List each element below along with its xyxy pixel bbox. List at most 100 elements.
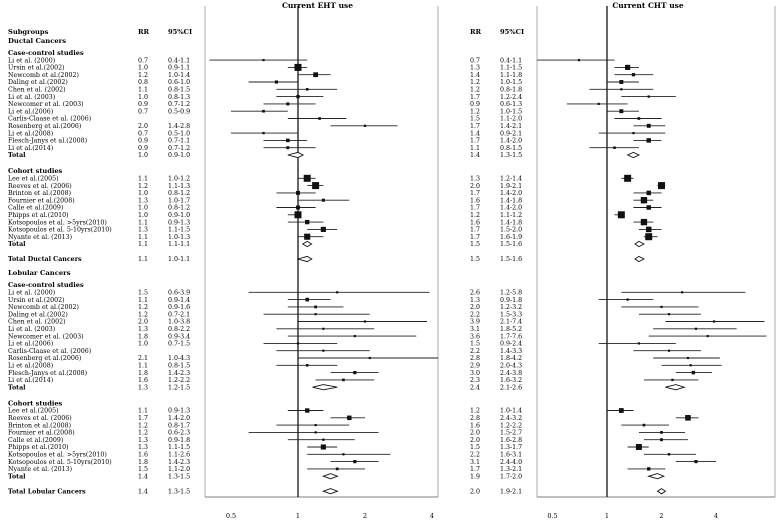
- study-label: Nyante et al. (2013): [8, 466, 72, 473]
- rr-value: 1.3: [470, 65, 480, 72]
- rr-value: 1.1: [138, 87, 148, 94]
- point-estimate-marker: [296, 94, 300, 99]
- study-label: Total: [8, 473, 26, 480]
- ci-value: 1.0-1.7: [168, 197, 190, 204]
- ci-value: 1.6-3.1: [500, 452, 522, 459]
- x-tick-label: 4: [430, 512, 434, 520]
- study-label: Li et al.(2014): [8, 145, 53, 152]
- ci-value: 1.2-2.4: [500, 94, 522, 101]
- ci-value: 1.9-2.1: [500, 488, 522, 495]
- study-label: Carlis-Claase et al. (2006): [8, 116, 91, 123]
- rr-value: 1.4: [470, 72, 480, 79]
- ci-value: 0.5-1.0: [168, 130, 190, 137]
- ci-value: 1.2-3.2: [500, 304, 522, 311]
- x-tick-label: 1: [296, 512, 300, 520]
- rr-value: 2.8: [470, 415, 480, 422]
- point-estimate-marker: [660, 431, 663, 434]
- x-tick-label: 2: [363, 512, 367, 520]
- ci-value: 0.8-1.7: [168, 422, 190, 429]
- ci-value: 0.9-2.4: [500, 341, 522, 348]
- rr-value: 3.0: [470, 370, 480, 377]
- ci-value: 2.1-7.4: [500, 319, 522, 326]
- point-estimate-marker: [296, 205, 300, 210]
- ci-value: 1.1-1.2: [500, 212, 522, 219]
- rr-value: 1.7: [470, 190, 480, 197]
- point-estimate-marker: [305, 297, 310, 302]
- ci-value: 1.1-1.3: [168, 183, 190, 190]
- rr-value: 2.0: [138, 123, 148, 130]
- rr-value: 1.5: [470, 116, 480, 123]
- rr-value: 0.8: [138, 79, 148, 86]
- rr-value: 1.7: [470, 205, 480, 212]
- study-label: Newcomb et al.(2002): [8, 304, 79, 311]
- pooled-estimate-diamond: [656, 488, 667, 495]
- point-estimate-marker: [642, 423, 646, 427]
- point-estimate-marker: [353, 335, 356, 338]
- ci-value: 1.6-3.2: [500, 377, 522, 384]
- rr-value: 0.9: [138, 138, 148, 145]
- rr-value: 1.4: [470, 152, 480, 159]
- ci-value: 1.4-3.3: [500, 348, 522, 355]
- point-estimate-marker: [296, 190, 300, 195]
- ci-value: 1.8-4.2: [500, 355, 522, 362]
- rr-value: 1.0: [138, 341, 148, 348]
- panel-title: Current EHT use: [282, 1, 353, 10]
- rr-value: 1.7: [470, 466, 480, 473]
- rr-value: 1.7: [470, 123, 480, 130]
- study-label: Li et al.(2008): [8, 130, 53, 137]
- panel-title: Current CHT use: [612, 1, 684, 10]
- rr-value: 1.3: [470, 176, 480, 183]
- study-label: Total: [8, 384, 26, 391]
- rr-value: 2.2: [470, 348, 480, 355]
- point-estimate-marker: [689, 364, 692, 367]
- rr-value: 2.6: [470, 290, 480, 297]
- study-label: Flesch-Janys et al.(2008): [8, 370, 87, 377]
- ci-value: 1.7-7.6: [500, 333, 522, 340]
- point-estimate-marker: [314, 305, 318, 309]
- study-label: Total Ductal Cancers: [8, 256, 82, 263]
- rr-value: 2.0: [138, 319, 148, 326]
- point-estimate-marker: [305, 88, 309, 91]
- ci-value: 1.2-2.2: [500, 422, 522, 429]
- ci-value: 0.6-1.0: [168, 79, 190, 86]
- rr-value: 1.0: [138, 94, 148, 101]
- study-label: Total Lobular Cancers: [8, 488, 86, 495]
- ci-value: 1.0-1.4: [168, 72, 190, 79]
- rr-value: 0.9: [138, 101, 148, 108]
- ci-value: 1.4-1.8: [500, 197, 522, 204]
- point-estimate-marker: [618, 408, 624, 413]
- rr-value: 1.0: [138, 190, 148, 197]
- ci-value: 1.1-2.0: [500, 116, 522, 123]
- point-estimate-marker: [694, 460, 698, 464]
- ci-value: 1.9-2.1: [500, 183, 522, 190]
- ci-value: 0.7-1.2: [168, 101, 190, 108]
- ci-value: 1.4-1.8: [500, 219, 522, 226]
- ci-value: 1.1-1.8: [500, 72, 522, 79]
- rr-value: 1.2: [470, 212, 480, 219]
- point-estimate-marker: [318, 117, 321, 120]
- rr-value: 1.2: [470, 79, 480, 86]
- ci-value: 1.7-2.0: [500, 473, 522, 480]
- study-label: Li et al. (2003): [8, 94, 55, 101]
- ci-value: 1.1-2.6: [168, 452, 190, 459]
- ci-value: 1.1-1.5: [168, 444, 190, 451]
- point-estimate-marker: [313, 72, 319, 78]
- point-estimate-marker: [294, 211, 302, 219]
- rr-value: 1.5: [470, 256, 480, 263]
- point-estimate-marker: [336, 291, 339, 294]
- study-label: Kotsopoulos et al. >5yrs(2010): [8, 452, 107, 459]
- rr-value: 1.2: [138, 430, 148, 437]
- rr-value: 1.2: [138, 304, 148, 311]
- point-estimate-marker: [597, 102, 600, 105]
- ci-value: 0.9-1.1: [168, 65, 190, 72]
- point-estimate-marker: [691, 370, 696, 375]
- point-estimate-marker: [647, 95, 650, 98]
- ci-value: 0.6-1.3: [500, 101, 522, 108]
- ci-value: 0.9-1.0: [168, 212, 190, 219]
- point-estimate-marker: [286, 138, 290, 143]
- point-estimate-marker: [342, 453, 345, 456]
- rr-value: 2.0: [470, 437, 480, 444]
- ci-value: 1.0-3.8: [168, 319, 190, 326]
- ci-value: 2.4-3.8: [500, 370, 522, 377]
- ci-value: 0.4-1.1: [500, 57, 522, 64]
